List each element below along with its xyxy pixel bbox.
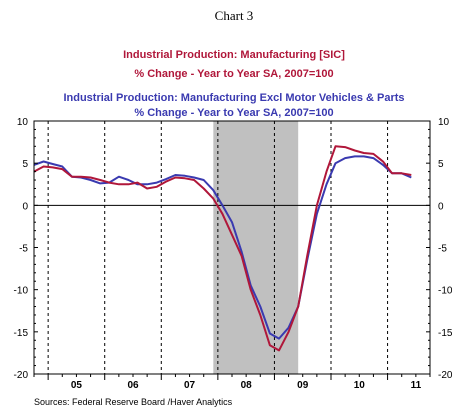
- y-tick-label: -20: [438, 370, 453, 381]
- chart-title: Industrial Production: Manufacturing [SI…: [63, 49, 404, 119]
- source-note: Sources: Federal Reserve Board /Haver An…: [34, 397, 233, 407]
- y-tick-label: 0: [22, 201, 28, 212]
- y-tick-label: -5: [19, 244, 28, 255]
- x-tick-label: 05: [71, 380, 83, 391]
- y-tick-label: 5: [22, 159, 28, 170]
- y-axis-right: 10 5 0 -5 -10 -15 -20: [426, 117, 453, 381]
- y-tick-label: -20: [14, 370, 29, 381]
- x-tick-label: 07: [184, 380, 196, 391]
- series-lines: [33, 145, 412, 352]
- x-tick-label: 10: [354, 380, 366, 391]
- chart-title-line: Industrial Production: Manufacturing [SI…: [123, 49, 345, 61]
- x-axis: 05 06 07 08 09 10 11: [33, 374, 431, 391]
- x-tick-label: 09: [297, 380, 309, 391]
- x-tick-label: 06: [127, 380, 139, 391]
- chart-title-line: Industrial Production: Manufacturing Exc…: [63, 92, 404, 104]
- y-tick-label: 10: [17, 117, 29, 128]
- y-tick-label: -10: [14, 286, 29, 297]
- chart-number: Chart 3: [215, 8, 254, 23]
- y-tick-label: -15: [438, 328, 453, 339]
- y-tick-label: -10: [438, 286, 453, 297]
- series-line-excl-motor-vehicles: [33, 155, 412, 340]
- y-tick-label: 0: [438, 201, 444, 212]
- y-tick-label: 5: [438, 159, 444, 170]
- series-line-manufacturing: [33, 145, 412, 352]
- y-tick-label: 10: [438, 117, 450, 128]
- x-tick-label: 08: [241, 380, 253, 391]
- y-axis-left: 10 5 0 -5 -10 -15 -20: [14, 117, 38, 381]
- x-tick-label: 11: [411, 380, 422, 391]
- y-tick-label: -5: [438, 244, 447, 255]
- chart-title-line: % Change - Year to Year SA, 2007=100: [134, 107, 333, 119]
- chart-title-line: % Change - Year to Year SA, 2007=100: [134, 68, 333, 80]
- y-tick-label: -15: [14, 328, 29, 339]
